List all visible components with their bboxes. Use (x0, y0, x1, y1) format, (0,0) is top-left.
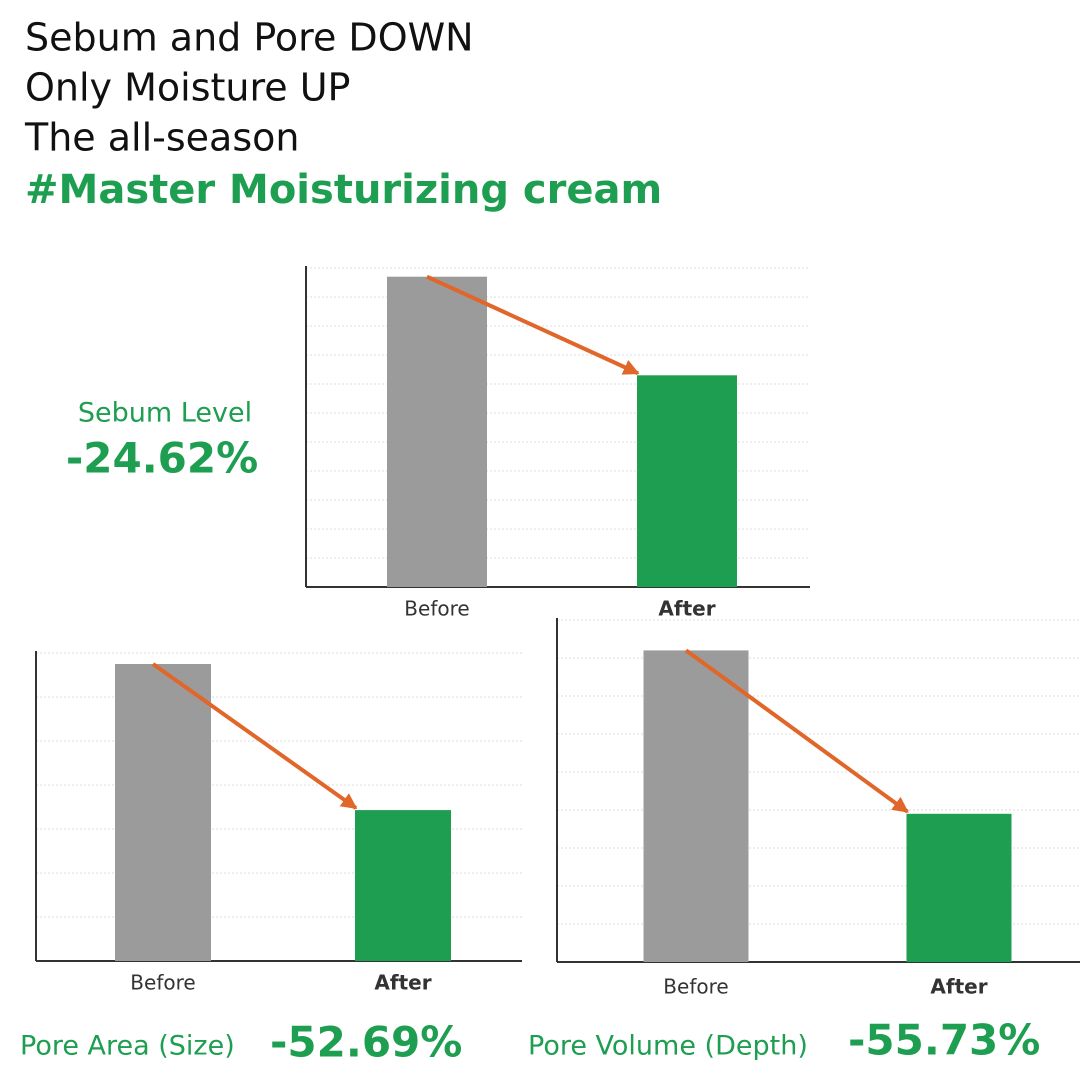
x-tick-label: After (374, 971, 431, 995)
x-tick-label: Before (130, 971, 195, 995)
bar (906, 813, 1012, 962)
bar (387, 276, 487, 587)
x-tick-label: After (930, 975, 987, 999)
bar (115, 664, 211, 961)
metric-label: Pore Area (Size) (20, 1031, 235, 1062)
trend-arrow (426, 274, 640, 376)
headline-highlight: #Master Moisturizing cream (25, 167, 662, 213)
headline: The all-season (24, 116, 299, 160)
x-tick-label: Before (404, 597, 469, 621)
metric-label: Pore Volume (Depth) (528, 1031, 808, 1062)
bar (355, 810, 451, 961)
headline: Only Moisture UP (25, 66, 350, 110)
metric-label: Sebum Level (78, 398, 252, 429)
bar (643, 650, 749, 962)
bar (637, 375, 737, 587)
x-tick-label: Before (663, 975, 728, 999)
metric-change: -52.69% (270, 1018, 462, 1067)
trend-arrow (151, 662, 358, 810)
trend-arrow (684, 648, 909, 814)
headline: Sebum and Pore DOWN (25, 16, 474, 60)
metric-change: -55.73% (848, 1016, 1040, 1065)
metric-change: -24.62% (66, 434, 258, 483)
x-tick-label: After (658, 597, 715, 621)
